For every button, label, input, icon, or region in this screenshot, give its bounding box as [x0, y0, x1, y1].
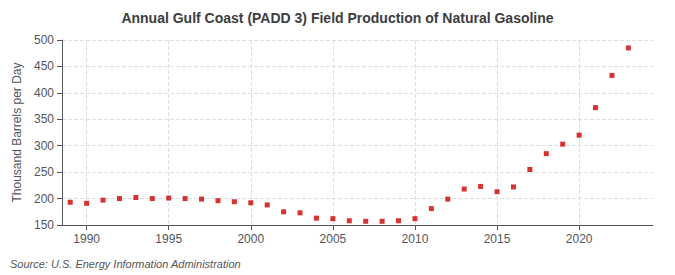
svg-text:150: 150 [34, 218, 54, 232]
svg-text:2010: 2010 [402, 232, 429, 246]
svg-text:350: 350 [34, 112, 54, 126]
svg-text:300: 300 [34, 139, 54, 153]
svg-text:1990: 1990 [73, 232, 100, 246]
svg-text:Annual Gulf Coast (PADD 3) Fie: Annual Gulf Coast (PADD 3) Field Product… [121, 10, 553, 26]
svg-text:400: 400 [34, 86, 54, 100]
svg-text:2020: 2020 [566, 232, 593, 246]
svg-text:2000: 2000 [237, 232, 264, 246]
svg-text:500: 500 [34, 33, 54, 47]
svg-text:Source: U.S. Energy Informatio: Source: U.S. Energy Information Administ… [10, 258, 241, 270]
svg-text:1995: 1995 [155, 232, 182, 246]
svg-text:Thousand Barrels per Day: Thousand Barrels per Day [10, 62, 24, 202]
svg-text:200: 200 [34, 192, 54, 206]
svg-text:250: 250 [34, 165, 54, 179]
svg-text:450: 450 [34, 59, 54, 73]
svg-text:2015: 2015 [484, 232, 511, 246]
svg-text:2005: 2005 [320, 232, 347, 246]
